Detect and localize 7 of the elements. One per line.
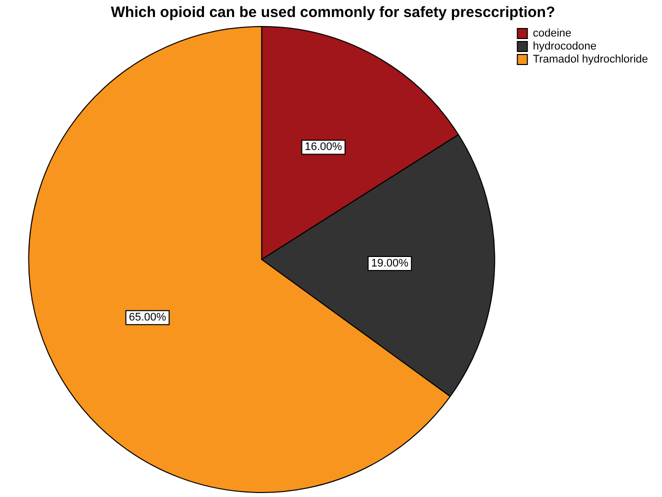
data-label: 16.00% (304, 141, 342, 154)
legend-label: Tramadol hydrochloride (532, 54, 648, 66)
data-label: 65.00% (128, 312, 166, 324)
chart-title: Which opioid can be used commonly for safety presccription? (110, 4, 556, 22)
legend-label: codeine (532, 28, 572, 40)
data-label: 19.00% (371, 258, 409, 270)
legend-label: hydrocodone (532, 40, 596, 53)
